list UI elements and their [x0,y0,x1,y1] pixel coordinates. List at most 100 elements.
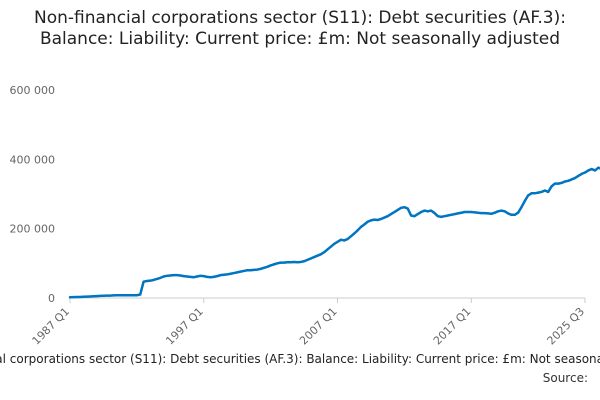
data-point [543,189,546,192]
data-point [416,213,419,216]
data-point [553,182,557,185]
plot-area [68,166,600,299]
data-point [493,211,496,214]
data-point [450,213,453,216]
data-point [557,182,560,185]
data-point [299,260,302,264]
data-point [537,191,540,194]
data-point [109,294,112,297]
data-point [195,275,199,278]
data-point [356,229,359,232]
data-point [426,210,429,213]
data-point [336,240,339,243]
data-point [513,213,516,216]
data-point [105,294,108,297]
data-point [316,254,319,257]
data-point [88,295,92,298]
data-point [266,265,269,268]
data-point [252,268,256,272]
data-point [149,279,152,282]
data-point [219,274,222,277]
data-point [119,294,122,297]
chart-title: Non-financial corporations sector (S11):… [34,8,566,49]
data-point [276,262,279,265]
data-point [169,274,172,277]
data-point [480,211,483,215]
data-point [510,213,513,216]
data-point [403,206,406,209]
data-point [292,260,296,264]
data-point [333,242,336,246]
data-point [306,258,309,261]
data-point [115,294,118,297]
data-point [239,270,242,273]
data-point [389,213,393,216]
data-point [286,261,289,264]
data-point [577,174,580,178]
y-tick-label: 600 000 [10,84,56,97]
data-point [206,275,209,278]
data-point [346,237,349,241]
data-point [272,263,276,266]
data-point [155,277,159,281]
data-point [563,180,567,183]
data-point [165,274,169,277]
data-point [125,294,128,297]
data-point [420,210,423,214]
data-point [476,211,480,214]
data-point [326,248,329,251]
data-point [229,272,232,275]
data-point [583,171,587,174]
data-point [162,275,165,278]
data-point [199,274,202,277]
data-point [145,279,149,283]
data-point [483,211,486,215]
data-point [279,261,282,264]
data-point [98,294,102,298]
y-tick-label: 400 000 [10,153,56,166]
data-point [386,215,389,218]
data-point [172,274,175,277]
data-point [456,212,460,215]
data-point [68,296,72,299]
data-point [226,273,229,276]
data-point [587,169,590,172]
data-point [112,294,115,297]
data-point [376,218,379,222]
data-point [533,192,536,195]
data-point [102,294,105,297]
series-line [68,166,600,299]
data-point [366,220,369,223]
data-point [232,271,235,275]
data-point [95,294,98,298]
data-point [353,232,356,235]
data-point [500,209,503,212]
data-point [593,169,597,172]
data-point [242,269,245,273]
data-point [175,274,179,277]
data-point [567,179,570,182]
data-point [182,275,185,278]
x-tick-label: 1997 Q1 [163,305,206,348]
data-point [383,216,386,219]
y-tick-label: 200 000 [10,223,56,236]
data-point [470,210,473,214]
data-point [282,261,286,264]
data-point [580,172,583,175]
y-tick-label: 0 [48,292,55,305]
data-point [82,295,85,298]
data-point [590,167,593,171]
data-point [490,212,493,215]
data-point [393,210,396,214]
data-point [466,210,470,214]
data-point [296,261,299,264]
data-point [72,296,75,299]
data-point [396,208,399,212]
data-point [573,176,577,180]
data-point [85,295,88,298]
data-point [343,239,346,242]
x-tick-label: 1987 Q1 [30,305,73,348]
data-point [256,268,259,271]
data-point [135,294,138,297]
